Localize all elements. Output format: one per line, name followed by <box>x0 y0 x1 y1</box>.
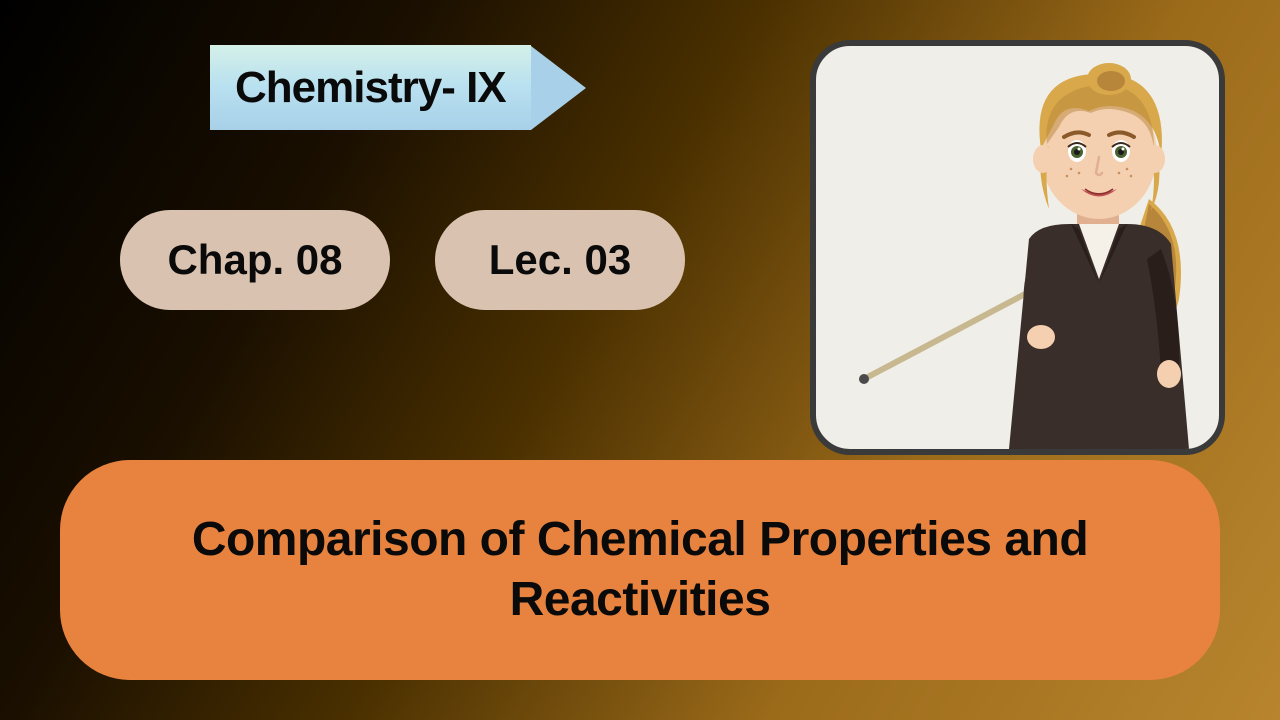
teacher-panel <box>810 40 1225 455</box>
teacher-illustration <box>810 40 1225 449</box>
lecture-title: Comparison of Chemical Properties and Re… <box>100 510 1180 630</box>
lecture-pill: Lec. 03 <box>435 210 685 310</box>
subject-banner: Chemistry- IX <box>210 45 586 130</box>
lecture-label: Lec. 03 <box>489 236 631 284</box>
banner-arrow-tip <box>531 46 586 130</box>
title-panel: Comparison of Chemical Properties and Re… <box>60 460 1220 680</box>
chapter-pill: Chap. 08 <box>120 210 390 310</box>
subject-banner-text: Chemistry- IX <box>210 45 531 130</box>
chapter-label: Chap. 08 <box>167 236 342 284</box>
